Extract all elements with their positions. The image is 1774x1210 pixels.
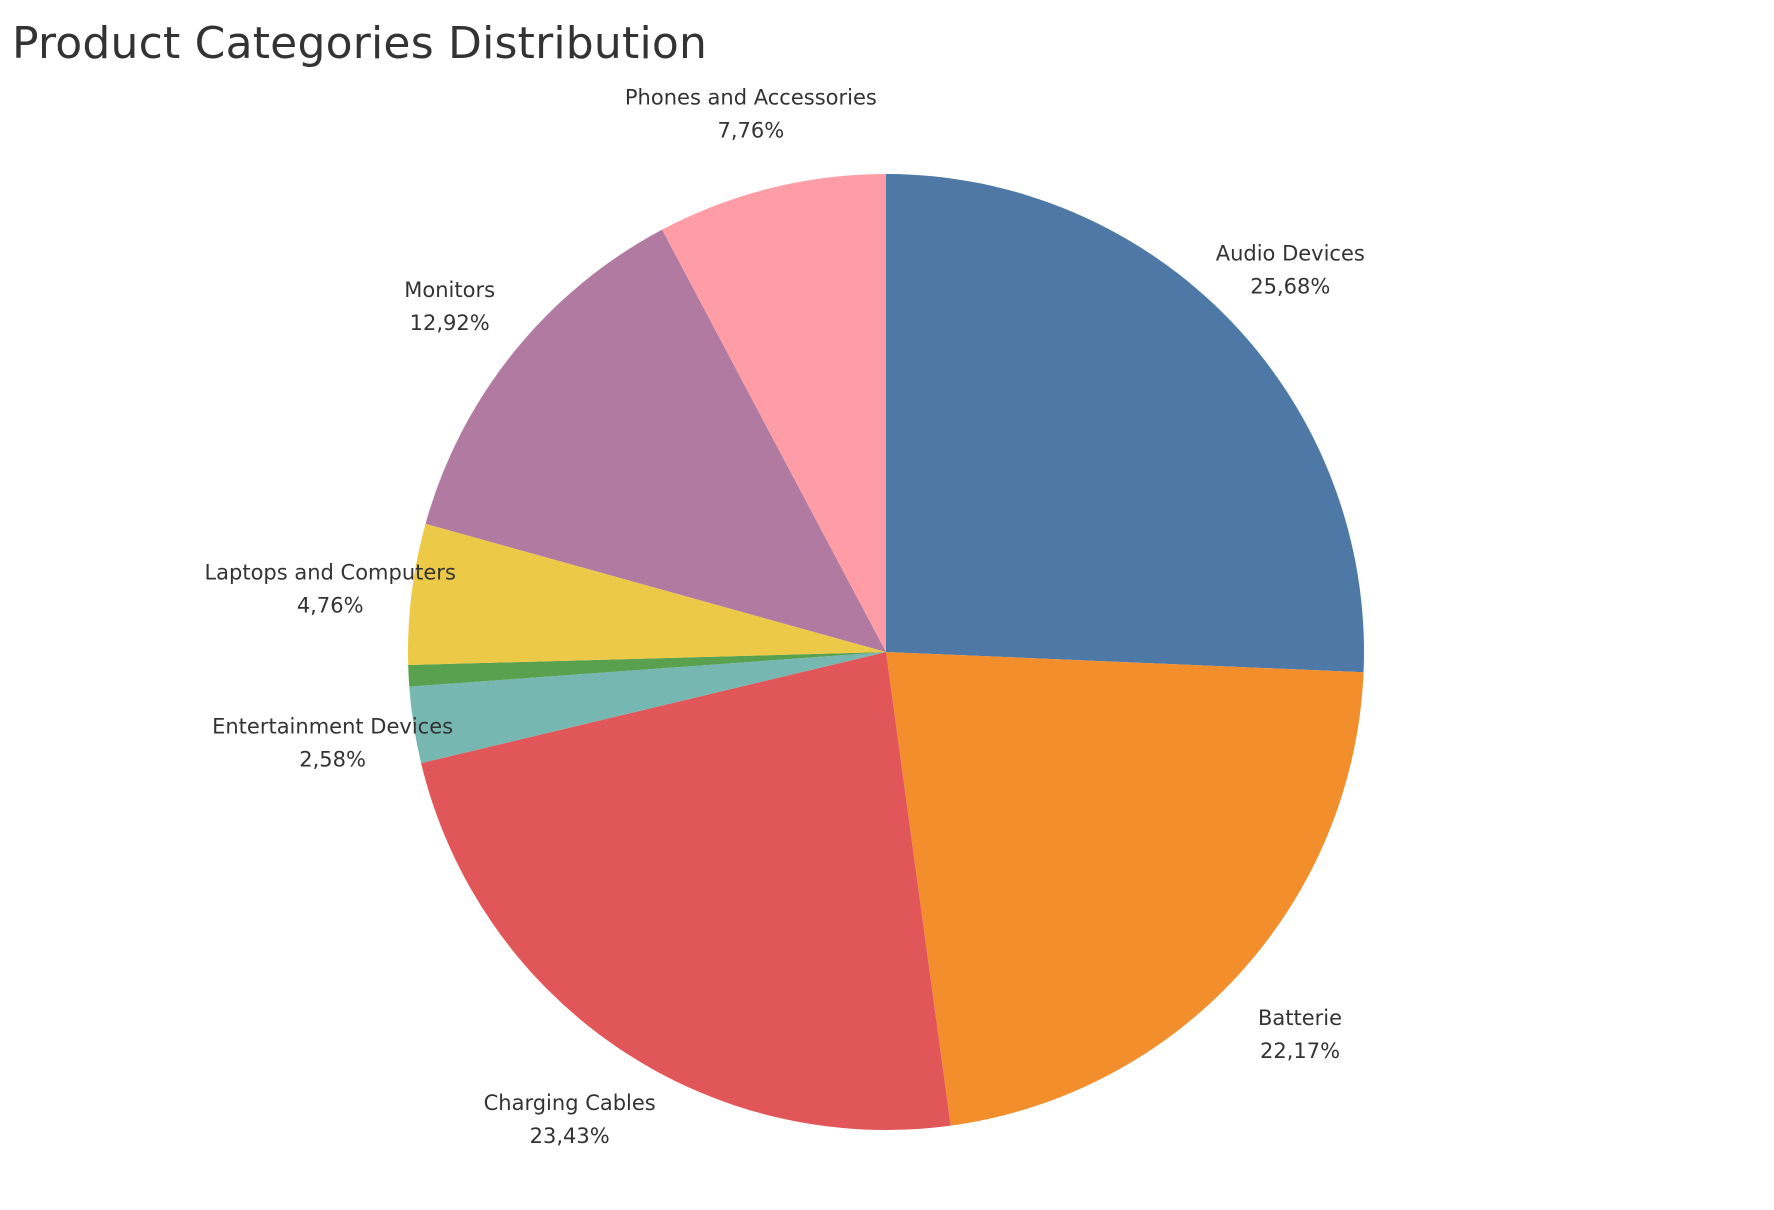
pie-slice-entertainment-devices[interactable] [409,652,886,764]
slice-label-audio-devices: Audio Devices [1216,242,1365,266]
slice-value-audio-devices: 25,68% [1250,275,1330,299]
slice-label-phones-and-accessories: Phones and Accessories [625,86,877,110]
pie-slice-phones-and-accessories[interactable] [662,174,886,652]
slice-label-batterie: Batterie [1258,1006,1342,1030]
pie-slice-charging-cables[interactable] [421,652,951,1130]
pie-slices [408,174,1364,1130]
slice-label-entertainment-devices: Entertainment Devices [212,715,453,739]
chart-title: Product Categories Distribution [12,18,708,69]
pie-slice-audio-devices[interactable] [886,174,1364,673]
slice-label-monitors: Monitors [404,278,495,302]
slice-value-batterie: 22,17% [1260,1039,1340,1063]
pie-labels: Audio Devices 25,68% Batterie 22,17% Chargin… [204,86,1364,1149]
slice-value-phones-and-accessories: 7,76% [717,119,784,143]
slice-value-entertainment-devices: 2,58% [299,748,366,772]
pie-slice-laptops-and-computers[interactable] [408,523,886,666]
slice-value-monitors: 12,92% [410,311,490,335]
slice-value-charging-cables: 23,43% [530,1124,610,1148]
slice-label-charging-cables: Charging Cables [484,1091,656,1115]
pie-slice-monitors[interactable] [425,229,886,652]
slice-label-laptops-and-computers: Laptops and Computers [204,561,455,585]
pie-slice-batterie[interactable] [886,652,1364,1126]
slice-value-laptops-and-computers: 4,76% [297,594,364,618]
pie-slice-unlabeled-4[interactable] [408,652,886,687]
